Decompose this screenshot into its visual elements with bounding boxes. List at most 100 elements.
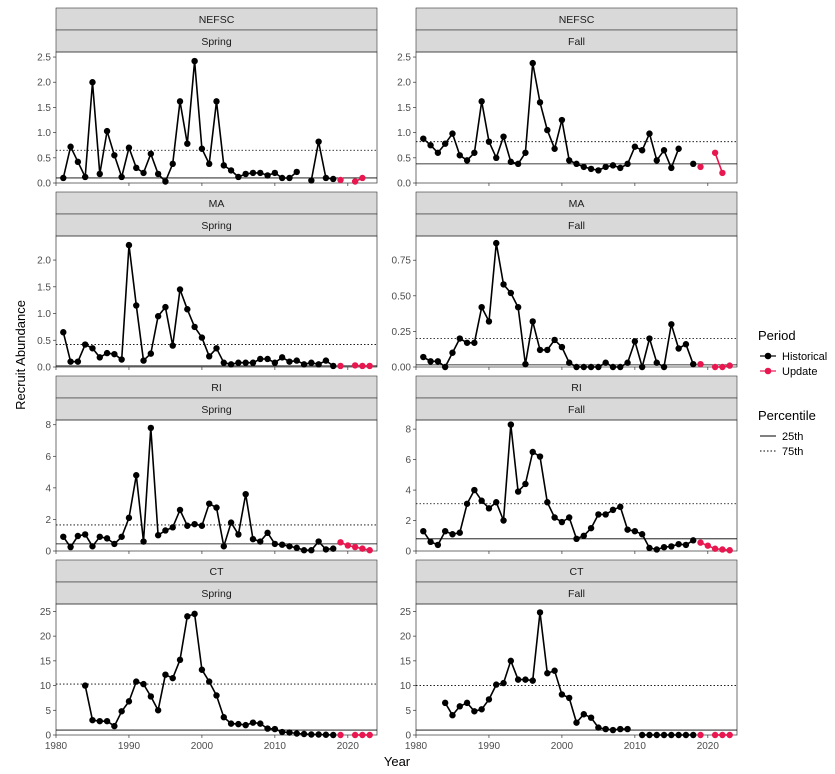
data-point-historical [638, 363, 646, 371]
series-update [697, 149, 726, 177]
y-tick-label: 4 [405, 486, 411, 497]
series-historical [60, 241, 337, 370]
data-point-historical [271, 359, 279, 366]
data-point-historical [242, 721, 249, 729]
x-tick-label: 2010 [264, 741, 287, 752]
y-tick-label: 0 [45, 547, 51, 558]
data-point-historical [220, 162, 227, 169]
data-point-historical [514, 488, 522, 495]
data-point-update [697, 731, 704, 739]
data-point-historical [638, 531, 646, 538]
data-point-historical [463, 339, 471, 346]
data-point-historical [81, 341, 89, 348]
data-point-historical [471, 149, 478, 156]
series-historical [420, 421, 697, 553]
data-point-historical [315, 538, 322, 545]
data-point-historical [653, 546, 660, 553]
series-update [337, 731, 373, 739]
data-point-historical [103, 349, 111, 357]
data-point-historical [242, 359, 249, 366]
y-tick-label: 0.50 [392, 291, 412, 302]
data-point-historical [257, 720, 264, 727]
data-point-historical [103, 717, 111, 725]
series-historical [60, 57, 337, 185]
x-tick-label: 2020 [337, 741, 360, 752]
data-point-historical [198, 334, 206, 341]
data-point-historical [118, 533, 125, 540]
data-point-historical [551, 667, 558, 674]
data-point-historical [322, 731, 330, 738]
data-point-historical [500, 517, 507, 524]
data-point-historical [96, 170, 103, 178]
legend-item-historical: Historical [760, 351, 827, 363]
data-point-historical [81, 682, 89, 689]
data-point-historical [125, 241, 133, 249]
data-point-historical [220, 543, 227, 550]
strip-survey-label: CT [570, 566, 585, 578]
data-point-historical [522, 149, 529, 156]
data-point-historical [449, 130, 456, 137]
data-point-historical [456, 152, 463, 159]
data-point-historical [206, 353, 213, 360]
y-tick-label: 6 [45, 452, 51, 463]
data-point-historical [595, 167, 602, 174]
data-point-historical [67, 358, 74, 365]
data-point-historical [609, 363, 617, 371]
y-tick-label: 0.0 [37, 363, 51, 374]
data-point-historical [573, 363, 580, 371]
strip-survey-label: NEFSC [559, 14, 595, 26]
data-point-historical [89, 79, 96, 86]
data-point-historical [300, 730, 308, 738]
y-tick-label: 20 [40, 632, 52, 643]
data-point-historical [566, 694, 573, 702]
data-point-historical [660, 543, 668, 551]
data-point-historical [176, 98, 184, 105]
data-point-update [719, 169, 726, 177]
data-point-historical [675, 345, 682, 352]
data-point-historical [529, 448, 536, 456]
legend-item-75th: 75th [760, 446, 803, 458]
data-point-historical [169, 674, 176, 682]
data-point-update [351, 731, 359, 739]
data-point-historical [315, 731, 322, 738]
data-point-historical [551, 336, 558, 344]
data-point-historical [118, 356, 125, 363]
data-point-historical [67, 543, 74, 551]
panel-border [55, 51, 378, 184]
panel-border [55, 235, 378, 368]
strip-season-label: Spring [201, 404, 232, 416]
data-point-historical [162, 527, 169, 534]
data-point-historical [529, 59, 536, 67]
data-point-historical [631, 527, 639, 535]
data-point-historical [133, 678, 140, 685]
data-point-historical [493, 239, 500, 247]
y-tick-label: 2.0 [397, 78, 411, 89]
data-point-historical [257, 169, 264, 177]
data-point-historical [125, 514, 133, 522]
data-point-historical [544, 126, 551, 134]
data-point-historical [558, 691, 566, 698]
data-point-update [359, 545, 366, 552]
panel-ma-spring: MA Spring 0.0 0.5 1.0 1.5 2.0 [37, 191, 378, 374]
data-point-historical [580, 163, 587, 171]
data-point-historical [257, 355, 264, 363]
data-point-historical [529, 318, 536, 325]
data-point-historical [478, 303, 485, 311]
series-update [697, 731, 733, 739]
strip-survey-label: MA [569, 198, 585, 210]
strip-season-label: Fall [568, 588, 585, 600]
data-point-historical [184, 613, 191, 620]
y-tick-label: 1.5 [37, 282, 51, 293]
data-point-historical [249, 169, 257, 177]
data-point-update [719, 731, 726, 739]
data-point-historical [646, 544, 653, 552]
series-line-historical [310, 140, 334, 181]
data-point-historical [213, 692, 220, 699]
data-point-historical [617, 164, 624, 172]
data-point-historical [322, 546, 330, 553]
data-point-historical [551, 514, 558, 521]
data-point-historical [463, 500, 471, 507]
panel-border [55, 419, 378, 552]
x-tick-label: 2020 [697, 741, 720, 752]
data-point-historical [60, 533, 67, 540]
